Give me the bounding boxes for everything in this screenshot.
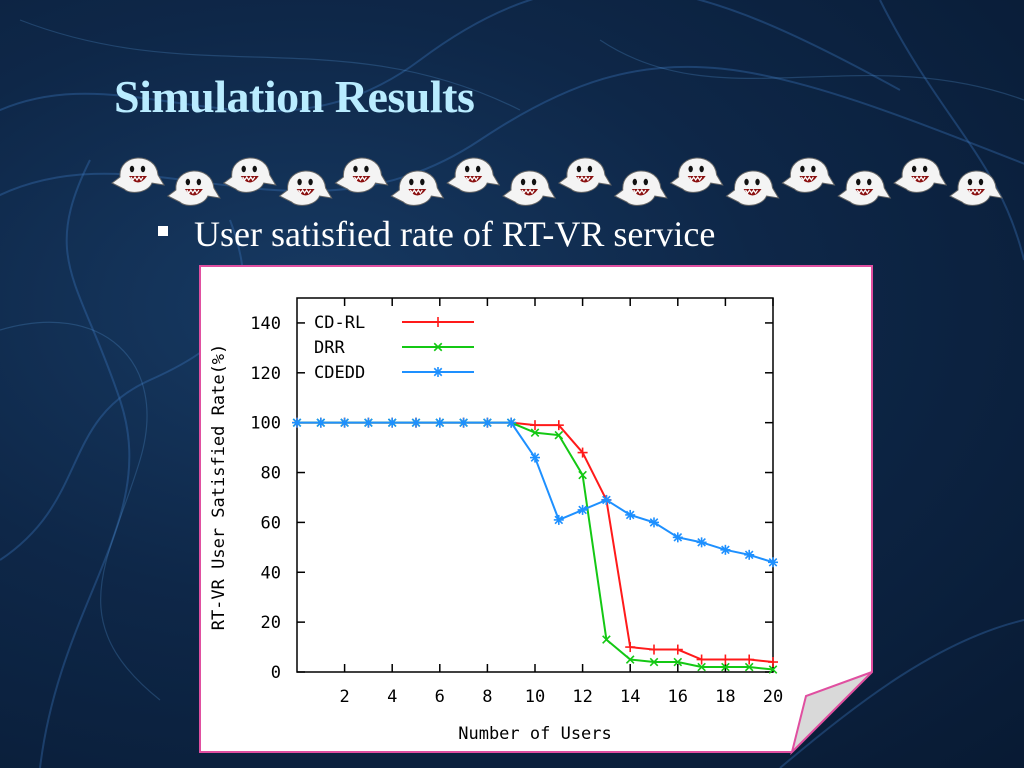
x-tick-label: 2 (339, 687, 349, 707)
boo-ghost-icon (837, 170, 892, 206)
data-point (720, 654, 731, 665)
boo-ghost-icon (111, 157, 165, 193)
data-point (768, 665, 778, 674)
data-point (433, 342, 443, 352)
y-tick-label: 20 (261, 613, 281, 633)
boo-ghost-icon (613, 170, 668, 206)
y-axis-label: RT-VR User Satisfied Rate(%) (209, 344, 229, 631)
boo-ghost-icon (781, 157, 836, 193)
x-tick-label: 4 (387, 687, 397, 707)
data-point (602, 635, 611, 644)
paper-background (199, 265, 873, 753)
data-point (458, 417, 469, 428)
legend-label: CD-RL (314, 313, 365, 333)
data-point (387, 417, 398, 428)
data-point (434, 417, 445, 428)
boo-ghost-icon (334, 157, 389, 193)
data-point (744, 662, 754, 672)
data-point (696, 537, 707, 548)
slide-title: Simulation Results (114, 71, 475, 122)
y-tick-label: 100 (250, 414, 281, 434)
boo-ghost-icon (278, 170, 333, 206)
legend-label: CDEDD (314, 363, 365, 383)
data-point (339, 417, 350, 428)
legend-entry: CD-RL (314, 313, 474, 333)
y-tick-label: 140 (250, 314, 281, 334)
boo-ghost-icon (725, 170, 780, 206)
series-cdedd (292, 417, 778, 568)
data-point (672, 644, 683, 655)
boo-ghost-icon (949, 170, 1003, 206)
data-point (411, 417, 421, 428)
data-point (625, 655, 635, 664)
legend-label: DRR (314, 338, 345, 358)
boo-ghost-icon (166, 170, 221, 206)
data-point (553, 420, 564, 431)
x-tick-label: 6 (435, 687, 445, 707)
y-tick-label: 0 (271, 663, 281, 683)
data-point (625, 509, 636, 520)
boo-ghost-icon (222, 157, 277, 193)
data-point (720, 544, 731, 555)
legend-entry: DRR (314, 338, 474, 358)
data-point (601, 494, 612, 505)
x-tick-label: 12 (572, 687, 592, 707)
data-point (625, 642, 636, 653)
bullet-marker (158, 226, 168, 236)
y-tick-label: 120 (250, 364, 281, 384)
data-point (506, 417, 517, 428)
data-point (482, 417, 493, 428)
data-point (672, 532, 683, 543)
data-point (363, 417, 374, 428)
data-point (697, 662, 706, 672)
x-tick-label: 10 (525, 687, 545, 707)
legend-entry: CDEDD (314, 363, 474, 383)
data-point (744, 654, 755, 665)
data-point (315, 417, 326, 428)
data-point (530, 452, 540, 463)
x-tick-label: 14 (620, 687, 640, 707)
data-point (649, 644, 659, 655)
data-point (744, 549, 755, 560)
data-point (649, 517, 659, 528)
boo-ghost-icon (669, 157, 724, 193)
boo-ghost-icon (390, 170, 445, 206)
data-point (433, 367, 443, 377)
boo-ghost-icon (893, 157, 948, 193)
data-point (768, 657, 778, 668)
data-point (530, 428, 540, 437)
folded-corner (790, 671, 873, 756)
data-point (530, 420, 540, 431)
data-point (768, 557, 778, 568)
data-point (696, 654, 707, 665)
boo-ghost-icon (557, 157, 612, 193)
x-tick-label: 18 (715, 687, 735, 707)
plot-area: 0 20 40 60 80 100 120 140 2 4 6 8 10 12 14 16 18 20 CD-RL D… (250, 297, 783, 707)
data-point (577, 504, 588, 515)
boo-ghost-icon (446, 157, 501, 193)
data-point (578, 470, 587, 480)
x-tick-label: 8 (482, 687, 492, 707)
data-point (577, 447, 588, 458)
data-point (649, 657, 659, 667)
y-tick-label: 40 (261, 563, 281, 583)
x-axis-label: Number of Users (458, 724, 612, 744)
data-point (553, 514, 564, 525)
x-tick-label: 16 (668, 687, 688, 707)
x-tick-label: 20 (763, 687, 783, 707)
boo-ghost-icon (502, 170, 557, 206)
bullet-label: User satisfied rate of RT-VR service (194, 214, 716, 254)
data-point (721, 662, 730, 672)
y-tick-label: 60 (261, 513, 281, 533)
data-point (292, 417, 302, 428)
data-point (433, 317, 443, 327)
data-point (673, 657, 683, 667)
y-tick-label: 80 (261, 464, 281, 484)
bullet-text: User satisfied rate of RT-VR service (158, 213, 715, 255)
data-point (554, 430, 564, 440)
